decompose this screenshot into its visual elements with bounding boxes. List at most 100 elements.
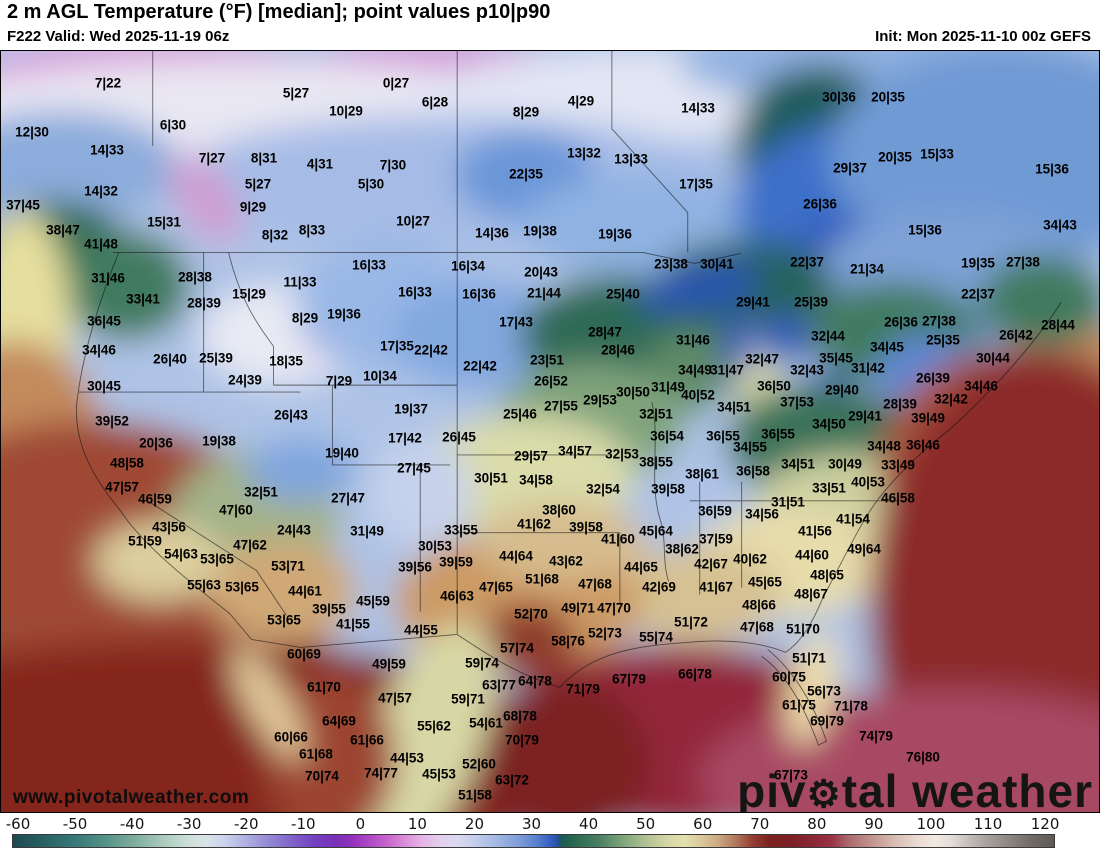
point-value: 48|66: [742, 597, 776, 613]
point-value: 15|36: [1035, 161, 1069, 177]
point-value: 44|53: [390, 750, 424, 766]
point-value: 42|69: [642, 579, 676, 595]
point-value: 52|60: [462, 756, 496, 772]
point-value: 47|57: [378, 690, 412, 706]
point-value: 37|59: [699, 531, 733, 547]
point-value: 8|31: [250, 150, 278, 166]
point-value: 36|55: [706, 428, 740, 444]
point-value: 33|51: [812, 480, 846, 496]
point-value: 15|33: [920, 146, 954, 162]
point-value: 19|35: [961, 255, 995, 271]
point-value: 69|79: [810, 713, 844, 729]
point-value: 20|36: [139, 435, 173, 451]
point-value: 70|74: [305, 768, 339, 784]
point-value: 32|47: [745, 351, 779, 367]
point-value: 5|27: [244, 176, 272, 192]
init-time-label: Init: Mon 2025-11-10 00z GEFS: [875, 28, 1091, 45]
point-value: 7|30: [379, 157, 407, 173]
point-value: 30|45: [87, 378, 121, 394]
point-value: 61|75: [782, 697, 816, 713]
point-value: 41|55: [336, 616, 370, 632]
point-value: 36|54: [650, 428, 684, 444]
point-value: 22|35: [509, 166, 543, 182]
temperature-field-background: [1, 51, 1099, 812]
point-value: 34|45: [870, 339, 904, 355]
point-value: 16|33: [398, 284, 432, 300]
point-value: 34|58: [519, 472, 553, 488]
point-value: 47|70: [597, 600, 631, 616]
point-value: 32|43: [790, 362, 824, 378]
point-value: 28|38: [178, 269, 212, 285]
point-value: 34|48: [867, 438, 901, 454]
point-value: 59|74: [465, 655, 499, 671]
point-value: 28|44: [1041, 317, 1075, 333]
point-value: 68|78: [503, 708, 537, 724]
point-value: 25|39: [199, 350, 233, 366]
point-value: 45|59: [356, 593, 390, 609]
colorbar-tick: -50: [62, 815, 88, 833]
point-value: 37|45: [6, 197, 40, 213]
point-value: 67|79: [612, 671, 646, 687]
point-value: 48|65: [810, 567, 844, 583]
point-value: 34|55: [733, 439, 767, 455]
point-value: 8|32: [261, 227, 289, 243]
point-value: 19|36: [327, 306, 361, 322]
point-value: 26|36: [803, 196, 837, 212]
point-value: 4|31: [306, 156, 334, 172]
point-value: 47|68: [740, 619, 774, 635]
point-value: 39|59: [439, 554, 473, 570]
point-value: 15|31: [147, 214, 181, 230]
point-value: 31|51: [771, 494, 805, 510]
colorbar-tick: 120: [1030, 815, 1060, 833]
point-value: 41|56: [798, 523, 832, 539]
point-value: 18|35: [269, 353, 303, 369]
point-value: 36|59: [698, 503, 732, 519]
point-value: 53|65: [267, 612, 301, 628]
point-value: 51|70: [786, 621, 820, 637]
point-value: 29|41: [736, 294, 770, 310]
point-value: 36|45: [87, 313, 121, 329]
point-value: 8|29: [291, 310, 319, 326]
point-value: 29|37: [833, 160, 867, 176]
point-value: 22|42: [414, 342, 448, 358]
temperature-colorbar: -60 -50 -40 -30 -20 -10 0 10 20 30 40 50 60 70 80 90 100…: [0, 813, 1100, 850]
brand-text-right: tal weather: [841, 765, 1093, 813]
point-value: 7|27: [198, 150, 226, 166]
point-value: 19|40: [325, 445, 359, 461]
point-value: 47|62: [233, 537, 267, 553]
point-value: 4|29: [567, 93, 595, 109]
point-value: 48|58: [110, 455, 144, 471]
point-value: 17|42: [388, 430, 422, 446]
point-value: 44|60: [795, 547, 829, 563]
point-value: 60|66: [274, 729, 308, 745]
weather-map[interactable]: 7|22 5|27 0|27 10|29 6|28 8|29 4|29 14|33 30|36 2…: [0, 50, 1100, 813]
point-value: 27|55: [544, 398, 578, 414]
point-value: 38|60: [542, 502, 576, 518]
colorbar-gradient: [12, 834, 1055, 848]
point-value: 32|54: [586, 481, 620, 497]
point-value: 28|46: [601, 342, 635, 358]
colorbar-tick: 70: [750, 815, 770, 833]
point-value: 49|59: [372, 656, 406, 672]
point-value: 49|71: [561, 600, 595, 616]
point-value: 25|40: [606, 286, 640, 302]
point-value: 28|39: [883, 396, 917, 412]
colorbar-tick: -20: [233, 815, 259, 833]
point-value: 61|68: [299, 746, 333, 762]
point-value: 22|37: [961, 286, 995, 302]
point-value: 29|41: [848, 408, 882, 424]
point-value: 32|51: [639, 406, 673, 422]
point-value: 13|32: [567, 145, 601, 161]
point-value: 38|55: [639, 454, 673, 470]
point-value: 71|78: [834, 698, 868, 714]
point-value: 26|43: [274, 407, 308, 423]
point-value: 26|36: [884, 314, 918, 330]
gear-icon: ⚙: [806, 774, 842, 813]
point-value: 31|42: [851, 360, 885, 376]
point-value: 47|65: [479, 579, 513, 595]
point-value: 20|43: [524, 264, 558, 280]
point-value: 7|22: [94, 75, 122, 91]
point-value: 40|62: [733, 551, 767, 567]
point-value: 43|62: [549, 553, 583, 569]
point-value: 38|61: [685, 466, 719, 482]
